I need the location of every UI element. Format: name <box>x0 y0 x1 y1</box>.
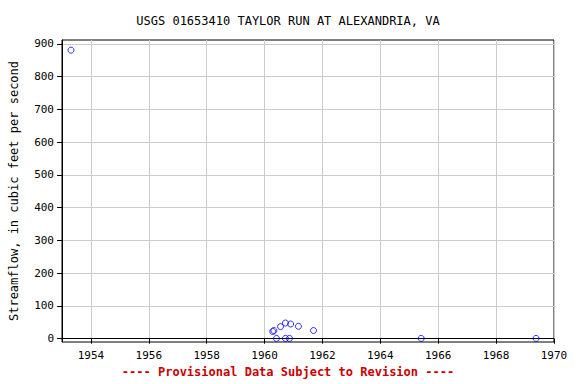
svg-text:700: 700 <box>34 103 54 116</box>
svg-text:1968: 1968 <box>483 349 510 362</box>
svg-text:900: 900 <box>34 37 54 50</box>
svg-text:100: 100 <box>34 299 54 312</box>
svg-text:200: 200 <box>34 267 54 280</box>
svg-text:---- Provisional Data Subject: ---- Provisional Data Subject to Revisio… <box>122 365 454 379</box>
svg-text:600: 600 <box>34 136 54 149</box>
svg-text:1966: 1966 <box>425 349 452 362</box>
svg-text:1964: 1964 <box>367 349 394 362</box>
svg-text:300: 300 <box>34 234 54 247</box>
svg-text:0: 0 <box>47 332 54 345</box>
svg-text:1956: 1956 <box>136 349 163 362</box>
svg-text:1970: 1970 <box>541 349 568 362</box>
svg-text:800: 800 <box>34 70 54 83</box>
svg-text:Streamflow, in cubic feet per: Streamflow, in cubic feet per second <box>7 61 21 321</box>
svg-text:400: 400 <box>34 201 54 214</box>
svg-text:USGS 01653410 TAYLOR RUN AT AL: USGS 01653410 TAYLOR RUN AT ALEXANDRIA, … <box>136 14 440 28</box>
svg-text:1962: 1962 <box>309 349 336 362</box>
svg-text:1958: 1958 <box>193 349 220 362</box>
svg-text:500: 500 <box>34 168 54 181</box>
svg-text:1960: 1960 <box>251 349 278 362</box>
svg-text:1954: 1954 <box>78 349 105 362</box>
